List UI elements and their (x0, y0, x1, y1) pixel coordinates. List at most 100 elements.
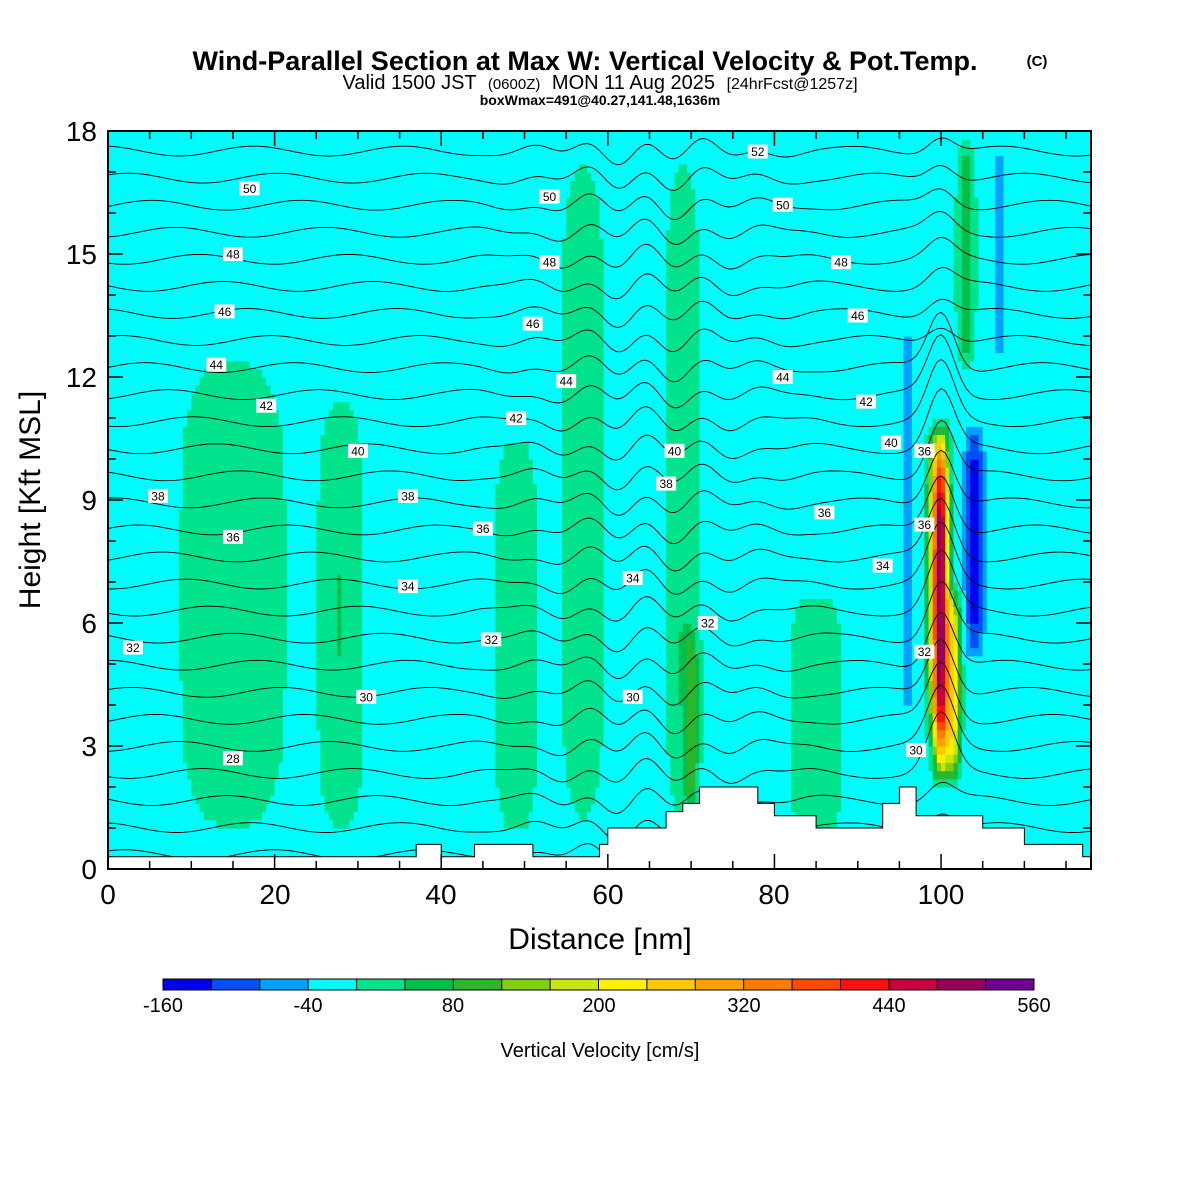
velocity-cell (132, 762, 138, 772)
velocity-cell (291, 787, 297, 796)
velocity-cell (108, 491, 113, 501)
velocity-cell (224, 352, 230, 362)
velocity-cell (262, 541, 267, 550)
velocity-cell (249, 582, 255, 591)
velocity-cell (132, 754, 138, 763)
velocity-cell (195, 442, 201, 452)
velocity-cell (253, 688, 259, 698)
velocity-cell (216, 532, 222, 542)
velocity-cell (266, 787, 272, 796)
velocity-cell (178, 541, 184, 550)
velocity-cell (324, 270, 330, 280)
velocity-cell (120, 541, 126, 550)
velocity-cell (237, 713, 242, 722)
velocity-cell (207, 377, 213, 386)
velocity-cell (224, 180, 230, 189)
velocity-cell (174, 286, 180, 296)
velocity-cell (108, 787, 113, 796)
velocity-cell (212, 729, 217, 739)
velocity-cell (170, 647, 176, 657)
velocity-cell (282, 754, 288, 763)
velocity-cell (253, 754, 259, 763)
velocity-cell (324, 598, 330, 608)
velocity-cell (203, 532, 209, 542)
velocity-cell (199, 336, 205, 345)
velocity-cell (241, 450, 247, 460)
velocity-cell (241, 688, 247, 698)
velocity-cell (316, 819, 322, 829)
velocity-cell (307, 155, 313, 165)
velocity-cell (220, 672, 226, 681)
velocity-cell (199, 828, 205, 837)
velocity-cell (124, 131, 130, 140)
velocity-cell (120, 532, 126, 542)
velocity-cell (295, 549, 301, 558)
velocity-cell (170, 426, 176, 435)
velocity-cell (128, 803, 134, 813)
velocity-cell (157, 762, 163, 772)
velocity-cell (274, 647, 280, 657)
velocity-cell (137, 762, 142, 772)
velocity-cell (241, 516, 247, 526)
velocity-cell (112, 639, 117, 649)
velocity-cell (228, 500, 234, 509)
velocity-cell (187, 213, 192, 222)
velocity-cell (241, 131, 247, 140)
velocity-cell (224, 286, 230, 296)
velocity-cell (145, 385, 151, 394)
velocity-cell (237, 819, 242, 829)
velocity-cell (312, 368, 317, 378)
velocity-cell (187, 844, 192, 854)
velocity-cell (332, 770, 338, 780)
velocity-cell (270, 606, 276, 616)
velocity-cell (220, 442, 226, 452)
velocity-cell (282, 606, 288, 616)
velocity-cell (312, 811, 317, 821)
velocity-cell (207, 491, 213, 501)
velocity-cell (224, 590, 230, 599)
velocity-cell (207, 262, 213, 271)
velocity-cell (182, 213, 188, 222)
velocity-cell (128, 426, 134, 435)
velocity-cell (216, 278, 222, 288)
velocity-cell (141, 401, 147, 411)
velocity-cell (187, 631, 192, 640)
velocity-cell (195, 393, 201, 403)
velocity-cell (245, 565, 251, 575)
velocity-cell (166, 368, 172, 378)
velocity-cell (262, 713, 267, 722)
velocity-cell (182, 204, 188, 214)
velocity-cell (207, 450, 213, 460)
velocity-cell (303, 754, 309, 763)
velocity-cell (282, 147, 288, 157)
velocity-cell (137, 565, 142, 575)
velocity-cell (228, 319, 234, 329)
velocity-cell (124, 401, 130, 411)
velocity-cell (216, 188, 222, 198)
velocity-cell (216, 844, 222, 854)
velocity-cell (228, 598, 234, 608)
velocity-cell (291, 541, 297, 550)
velocity-cell (149, 336, 155, 345)
velocity-cell (295, 844, 301, 854)
velocity-cell (287, 680, 292, 690)
velocity-cell (166, 319, 172, 329)
velocity-cell (162, 262, 167, 271)
velocity-cell (320, 746, 326, 755)
velocity-cell (266, 450, 272, 460)
velocity-cell (162, 639, 167, 649)
velocity-cell (299, 270, 305, 280)
velocity-cell (199, 565, 205, 575)
velocity-cell (149, 131, 155, 140)
velocity-cell (132, 434, 138, 444)
velocity-cell (132, 508, 138, 517)
velocity-cell (299, 713, 305, 722)
velocity-cell (245, 262, 251, 271)
velocity-cell (332, 196, 338, 206)
velocity-cell (324, 163, 330, 173)
velocity-cell (145, 549, 151, 558)
velocity-cell (320, 483, 326, 493)
velocity-cell (249, 295, 255, 304)
velocity-cell (112, 139, 117, 148)
velocity-cell (162, 672, 167, 681)
